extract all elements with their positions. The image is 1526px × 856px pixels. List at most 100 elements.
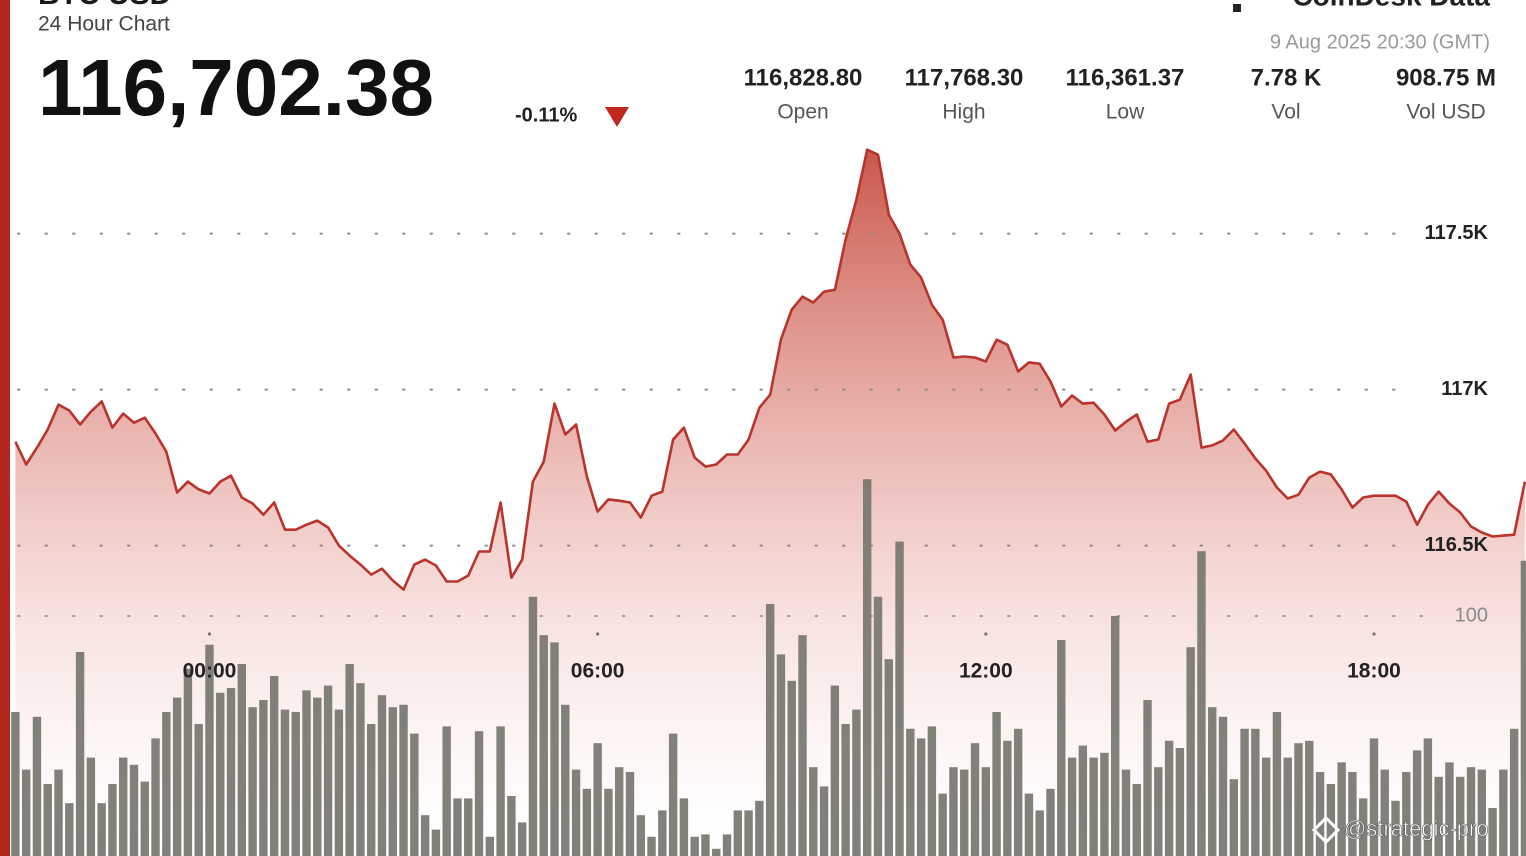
volume-bar xyxy=(593,743,602,856)
volume-bar xyxy=(485,836,495,856)
volume-bar xyxy=(1154,767,1163,856)
volume-bar xyxy=(1456,776,1465,856)
volume-bar xyxy=(1466,767,1476,856)
volume-bar xyxy=(604,788,613,856)
volume-bar xyxy=(830,685,840,856)
stats: 116,828.80 Open 117,768.30 High 116,361.37 Lo… xyxy=(744,64,1496,123)
volume-bar xyxy=(625,771,635,856)
watermark-text: @strategic-pro xyxy=(1344,816,1489,841)
y-tick-label: 117K xyxy=(1441,378,1488,400)
volume-bar xyxy=(1520,560,1526,856)
volume-bar xyxy=(647,836,656,856)
price: 116,702.38 xyxy=(38,43,434,132)
volume-bar xyxy=(1315,771,1325,856)
volume-bar xyxy=(949,767,958,856)
x-tick-label: 00:00 xyxy=(183,660,237,683)
volume-bar xyxy=(636,815,645,856)
x-tick-label: 12:00 xyxy=(959,660,1013,683)
volume-bar xyxy=(1509,728,1519,856)
change: -0.11% xyxy=(515,104,577,126)
volume-bar xyxy=(323,685,333,856)
volume-bar xyxy=(938,793,947,856)
volume-bar xyxy=(517,822,527,856)
volume-bar xyxy=(1078,745,1088,856)
accent-stripe xyxy=(0,0,10,856)
timestamp: 9 Aug 2025 20:30 (GMT) xyxy=(1270,31,1490,53)
volume-bar xyxy=(712,848,721,856)
x-tick-label: 06:00 xyxy=(571,660,625,683)
volume-bar xyxy=(162,711,171,856)
volume-bar xyxy=(1251,728,1260,856)
volume-bar xyxy=(927,726,937,856)
volume-bar xyxy=(798,635,807,856)
volume-bar xyxy=(334,709,344,856)
volume-bar xyxy=(11,711,20,856)
volume-bar xyxy=(1164,740,1174,856)
volume-bar xyxy=(776,654,786,856)
volume-bar xyxy=(1024,793,1034,856)
volume-bar xyxy=(43,783,52,856)
volume-bar xyxy=(172,697,182,856)
y-tick-label: 116.5K xyxy=(1425,534,1489,556)
x-tick-mark xyxy=(984,632,988,636)
volume-bar xyxy=(765,603,775,856)
volume-bar xyxy=(668,733,678,856)
volume-bar xyxy=(280,709,290,856)
volume-bar xyxy=(1380,769,1389,856)
volume-bar xyxy=(1358,798,1368,856)
volume-bar xyxy=(906,728,915,856)
volume-bar xyxy=(992,711,1001,856)
volume-layer xyxy=(11,479,1526,856)
down-arrow xyxy=(605,107,629,127)
volume-bar xyxy=(528,596,538,856)
volume-bar xyxy=(701,834,710,856)
volume-bar xyxy=(1100,752,1109,856)
volume-bar xyxy=(787,680,796,856)
volume-bar xyxy=(1175,747,1185,856)
volume-bar xyxy=(1305,740,1314,856)
volume-bar xyxy=(1240,728,1249,856)
volume-bar xyxy=(21,769,31,856)
stat-value: 117,768.30 xyxy=(905,64,1024,91)
volume-bar xyxy=(960,769,969,856)
volume-bar xyxy=(615,767,624,856)
volume-bar xyxy=(183,668,193,856)
volume-bar xyxy=(561,704,570,856)
volume-bar xyxy=(1218,716,1228,856)
volume-bar xyxy=(345,663,354,856)
volume-bar xyxy=(291,711,300,856)
volume-bar xyxy=(1499,769,1508,856)
volume-bar xyxy=(895,541,904,856)
brand: CoinDesk Data xyxy=(1292,0,1490,11)
volume-bar xyxy=(744,810,753,856)
volume-bar xyxy=(862,479,872,856)
volume-bar xyxy=(302,690,311,856)
volume-bar xyxy=(733,810,743,856)
volume-bar xyxy=(65,803,74,856)
watermark-icon xyxy=(1311,815,1341,845)
volume-bar xyxy=(1477,769,1486,856)
volume-bar xyxy=(679,798,689,856)
volume-bar xyxy=(981,767,991,856)
price-area xyxy=(15,149,1525,856)
volume-bar xyxy=(453,798,462,856)
y2-tick-label: 100 xyxy=(1455,604,1488,626)
stat-label: Open xyxy=(777,101,828,124)
volume-bar xyxy=(1013,728,1023,856)
volume-bar xyxy=(1348,771,1357,856)
volume-bar xyxy=(1046,788,1055,856)
volume-bar xyxy=(194,723,203,856)
volume-bar xyxy=(873,596,883,856)
stat-value: 908.75 M xyxy=(1396,64,1496,91)
volume-bar xyxy=(464,798,473,856)
line-layer xyxy=(14,148,1526,591)
volume-bar xyxy=(237,663,247,856)
volume-bar xyxy=(151,738,160,856)
logo-icon xyxy=(1233,4,1241,12)
volume-bar xyxy=(1229,779,1238,856)
volume-bar xyxy=(1369,738,1379,856)
volume-bar xyxy=(722,834,732,856)
x-tick-mark xyxy=(207,632,212,636)
volume-bar xyxy=(108,783,117,856)
